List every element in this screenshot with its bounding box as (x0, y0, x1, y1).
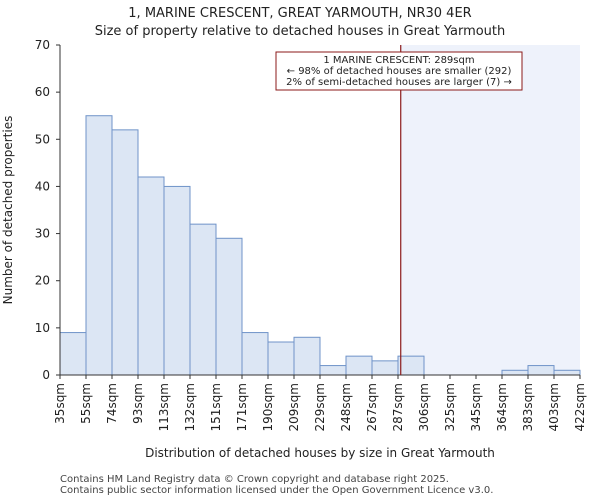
bar-267sqm (371, 360, 399, 376)
annotation-line-1: 1 MARINE CRESCENT: 289sqm (323, 55, 474, 66)
x-tick-label: 209sqm (287, 383, 301, 431)
annotation-box: 1 MARINE CRESCENT: 289sqm ← 98% of detac… (275, 51, 523, 91)
x-tick-label: 55sqm (79, 383, 93, 424)
x-tick-label: 190sqm (261, 383, 275, 431)
x-tick-label: 35sqm (53, 383, 67, 424)
annotation-line-2: ← 98% of detached houses are smaller (29… (287, 66, 512, 77)
bar-151sqm (215, 237, 243, 376)
y-tick-label: 60 (35, 85, 50, 99)
bar-35sqm (59, 332, 87, 376)
larger-property-region (400, 45, 580, 375)
x-tick-label: 93sqm (131, 383, 145, 424)
bar-248sqm (345, 355, 373, 376)
y-tick-label: 30 (35, 227, 50, 241)
bar-364sqm (501, 369, 529, 376)
x-tick-label: 132sqm (183, 383, 197, 431)
y-tick-label: 40 (35, 179, 50, 193)
bar-229sqm (319, 365, 347, 376)
x-tick-label: 267sqm (365, 383, 379, 431)
bar-113sqm (163, 185, 191, 376)
y-tick-label: 10 (35, 321, 50, 335)
x-tick-label: 113sqm (157, 383, 171, 431)
x-tick-label: 151sqm (209, 383, 223, 431)
chart-title: 1, MARINE CRESCENT, GREAT YARMOUTH, NR30… (128, 6, 472, 21)
bar-132sqm (189, 223, 217, 376)
bar-383sqm (527, 365, 555, 376)
x-tick-label: 74sqm (105, 383, 119, 424)
y-tick-label: 70 (35, 38, 50, 52)
x-tick-label: 171sqm (235, 383, 249, 431)
y-axis-label: Number of detached properties (1, 116, 15, 305)
bar-74sqm (111, 129, 139, 376)
annotation-line-3: 2% of semi-detached houses are larger (7… (286, 77, 512, 88)
x-tick-label: 306sqm (417, 383, 431, 431)
bar-403sqm (553, 369, 581, 376)
y-tick-label: 20 (35, 274, 50, 288)
x-tick-label: 287sqm (391, 383, 405, 431)
footer-licence: Contains public sector information licen… (60, 485, 494, 496)
y-tick-label: 0 (42, 368, 50, 382)
x-tick-label: 229sqm (313, 383, 327, 431)
footer-copyright: Contains HM Land Registry data © Crown c… (60, 474, 449, 485)
x-tick-label: 364sqm (495, 383, 509, 431)
bar-93sqm (137, 176, 165, 376)
chart-subtitle: Size of property relative to detached ho… (94, 24, 506, 39)
x-tick-label: 325sqm (443, 383, 457, 431)
bar-209sqm (293, 336, 321, 376)
x-tick-label: 422sqm (573, 383, 587, 431)
x-tick-label: 383sqm (521, 383, 535, 431)
x-tick-label: 403sqm (547, 383, 561, 431)
annotation-box-frame (275, 51, 523, 91)
x-tick-label: 248sqm (339, 383, 353, 431)
x-tick-label: 345sqm (469, 383, 483, 431)
y-tick-label: 50 (35, 132, 50, 146)
bar-171sqm (241, 332, 269, 376)
x-axis-label: Distribution of detached houses by size … (145, 446, 495, 460)
bar-55sqm (85, 115, 113, 376)
bar-287sqm (397, 355, 425, 376)
bar-190sqm (267, 341, 295, 376)
